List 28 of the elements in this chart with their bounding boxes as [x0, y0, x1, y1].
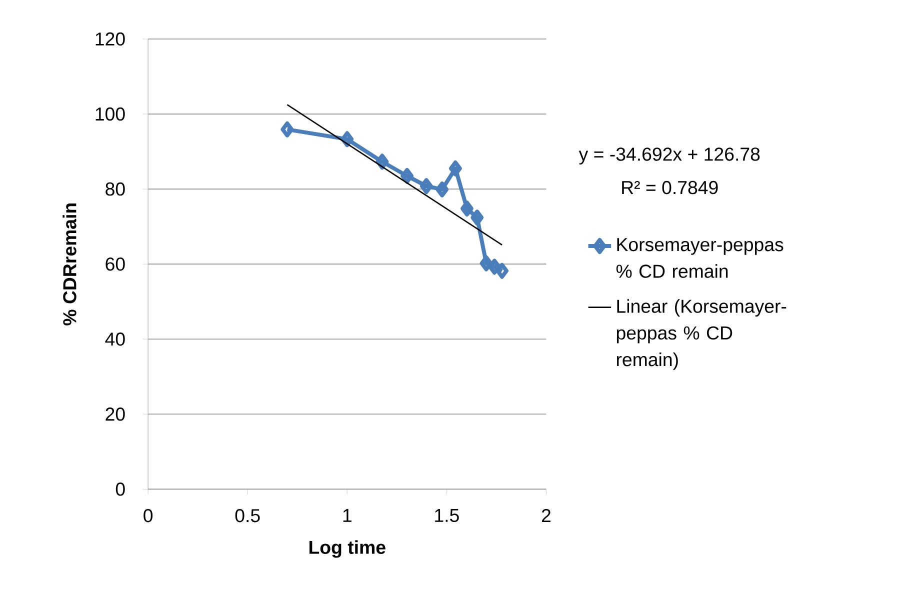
x-tick-label: 1 [343, 508, 352, 522]
y-tick-label: 40 [105, 332, 125, 346]
point [420, 178, 433, 194]
y-tick-label: 80 [106, 182, 125, 196]
point [280, 121, 294, 138]
y-tick-label: 20 [106, 407, 125, 421]
y-tick-label: 100 [96, 107, 125, 121]
point [496, 262, 509, 279]
point [460, 200, 474, 216]
point [436, 181, 449, 198]
legend-label: Korsemayer-peppas % CD remain [616, 238, 784, 278]
y-tick-label: 120 [96, 32, 125, 46]
point [448, 160, 462, 176]
x-tick-label: 0 [144, 508, 153, 522]
point [400, 168, 414, 184]
y-tick-label: 60 [106, 257, 125, 271]
y-axis-title: % CDRremain [62, 203, 76, 326]
y-tick-label: 0 [116, 482, 125, 496]
x-tick-label: 0.5 [235, 508, 260, 522]
point [470, 209, 484, 226]
legend-label: Linear (Korsemayer-peppas % CD remain) [616, 299, 786, 370]
x-tick-label: 1.5 [435, 508, 459, 522]
point [488, 258, 501, 275]
x-tick-label: 2 [542, 508, 550, 522]
x-axis-title: Log time [309, 540, 386, 558]
point [480, 255, 493, 272]
text: R² = 0.7849 [622, 180, 718, 194]
text: y = -34.692x + 126.78 [578, 147, 760, 164]
